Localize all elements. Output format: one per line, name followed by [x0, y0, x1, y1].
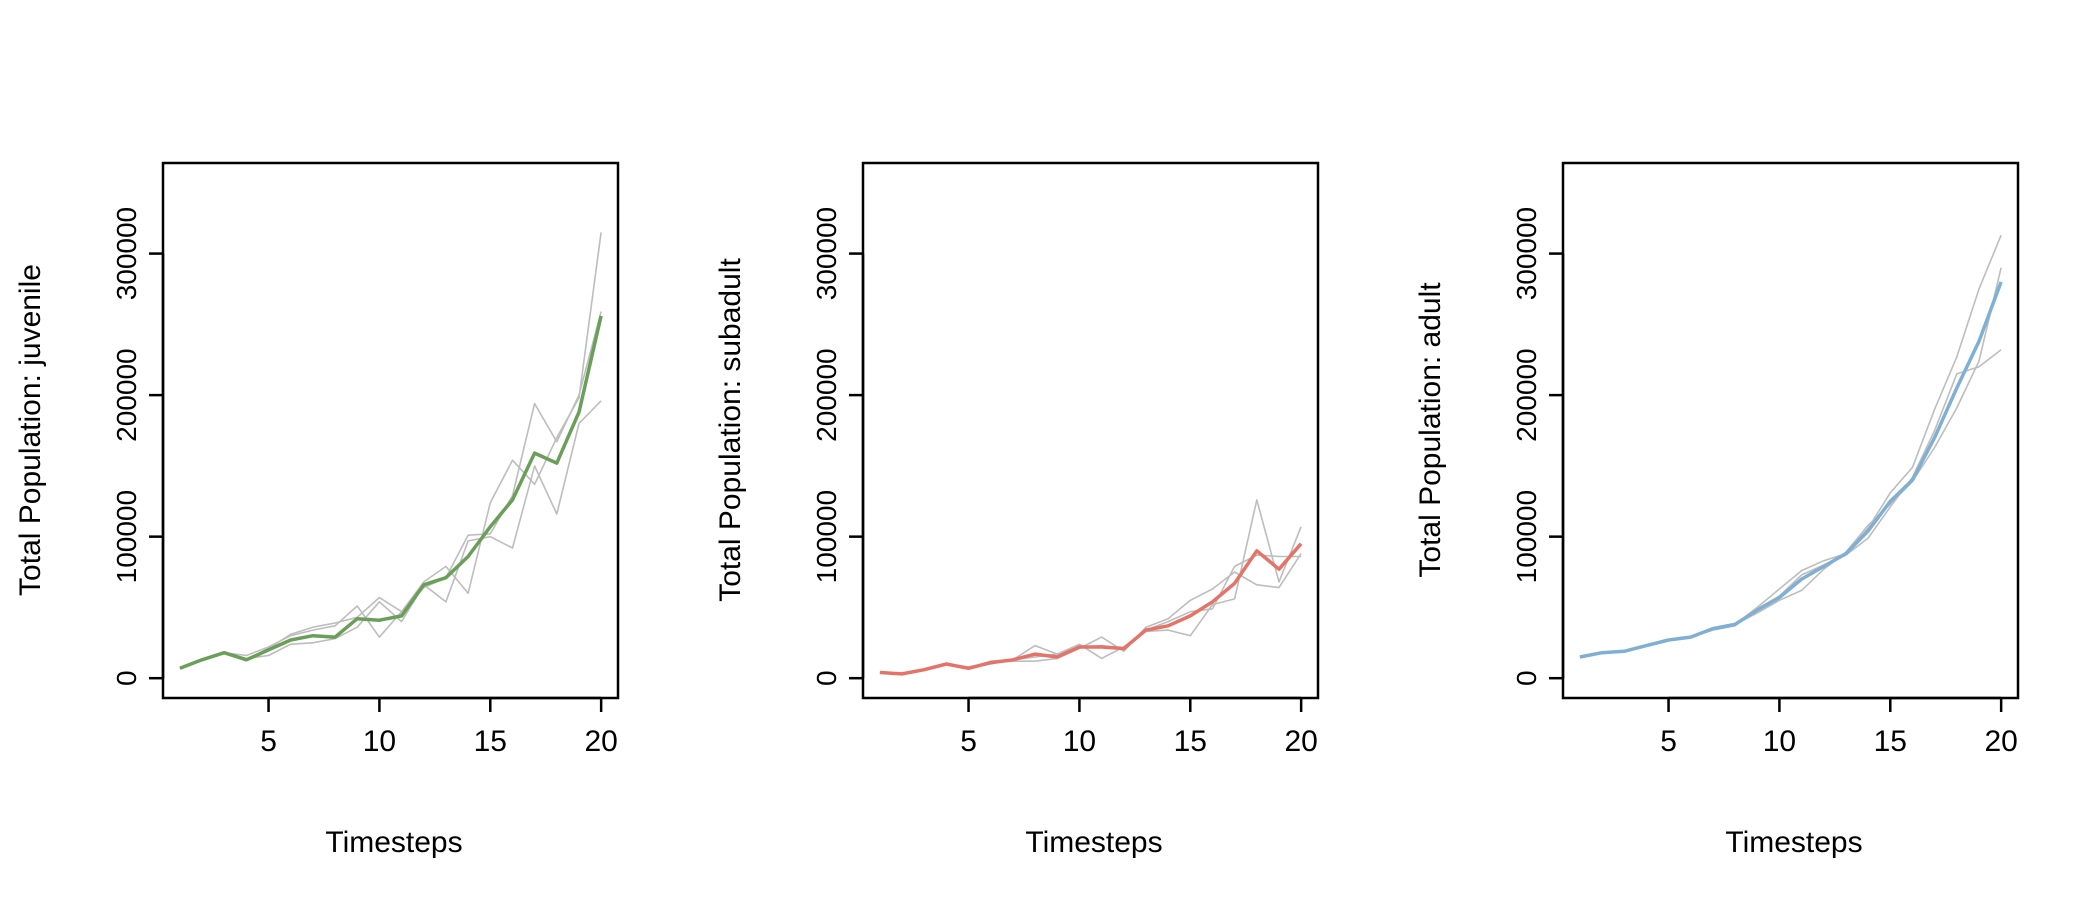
panel-juvenile: Total Population: juvenile Timesteps 0 10… [14, 161, 620, 859]
y-tick-label: 0 [1511, 670, 1542, 686]
xlabel: Timesteps [1025, 826, 1162, 859]
replicate-series-line [1579, 349, 2002, 658]
y-tick-label: 300000 [1511, 207, 1542, 300]
replicate-series-line [1579, 267, 2002, 658]
x-tick-label: 5 [260, 725, 277, 758]
mean-series-line [179, 315, 603, 670]
x-tick-label: 20 [1984, 725, 2017, 758]
panel-subadult: Total Population: subadult Timesteps 0 10… [714, 161, 1320, 859]
ylabel: Total Population: adult [1414, 282, 1447, 578]
y-tick-label: 200000 [811, 348, 842, 441]
replicate-series-line [179, 311, 602, 670]
x-tick-label: 15 [1874, 725, 1907, 758]
x-tick-label: 10 [1063, 725, 1096, 758]
y-tick-label: 200000 [1511, 348, 1542, 441]
mean-series-line [879, 542, 1303, 676]
x-tick-label: 15 [474, 725, 507, 758]
y-tick-label: 100000 [111, 490, 142, 583]
replicate-series-line [1579, 234, 2002, 658]
y-tick-label: 0 [111, 670, 142, 686]
x-tick-label: 20 [584, 725, 617, 758]
plot-frame [1561, 161, 2020, 700]
x-tick-label: 5 [1660, 725, 1677, 758]
plot-frame [861, 161, 1320, 700]
replicate-series-line [179, 400, 602, 670]
x-tick-label: 10 [363, 725, 396, 758]
ylabel: Total Population: subadult [714, 258, 747, 602]
y-tick-label: 300000 [111, 207, 142, 300]
xlabel: Timesteps [1725, 826, 1862, 859]
y-tick-label: 200000 [111, 348, 142, 441]
y-tick-label: 100000 [1511, 490, 1542, 583]
x-tick-label: 5 [960, 725, 977, 758]
replicate-series-line [179, 232, 602, 670]
y-tick-label: 300000 [811, 207, 842, 300]
y-tick-label: 0 [811, 670, 842, 686]
xlabel: Timesteps [325, 826, 462, 859]
mean-series-line [1579, 281, 2003, 659]
replicate-series-line [879, 554, 1302, 675]
replicate-series-line [879, 553, 1302, 675]
x-tick-label: 10 [1763, 725, 1796, 758]
x-tick-label: 20 [1284, 725, 1317, 758]
panel-adult: Total Population: adult Timesteps 0 10000… [1414, 161, 2020, 859]
x-tick-label: 15 [1174, 725, 1207, 758]
y-tick-label: 100000 [811, 490, 842, 583]
ylabel: Total Population: juvenile [14, 264, 47, 596]
